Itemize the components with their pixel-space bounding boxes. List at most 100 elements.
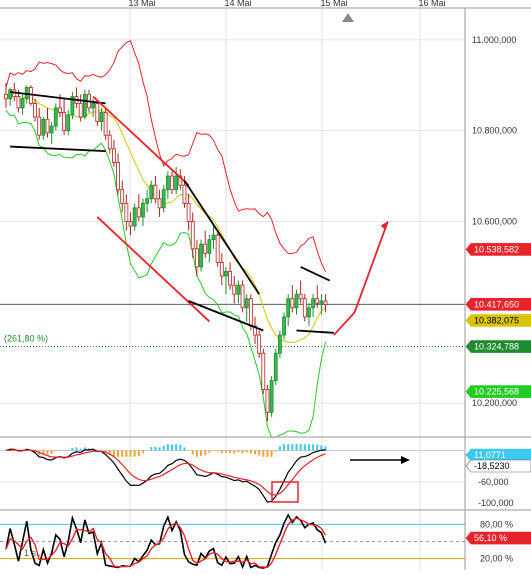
candle-body	[53, 107, 58, 127]
candle	[157, 189, 162, 217]
candle-body	[244, 298, 249, 309]
candle	[294, 289, 299, 315]
candle	[8, 87, 13, 106]
lower-band-line	[5, 109, 327, 438]
candle-body	[62, 112, 66, 132]
candle	[136, 194, 141, 222]
candle-body	[182, 184, 187, 204]
projection-arrow	[333, 221, 389, 336]
candle-body	[178, 175, 183, 186]
candle-body	[82, 93, 87, 118]
candle-body	[157, 198, 162, 209]
grid-layer	[0, 8, 465, 570]
price-tag-shape	[465, 243, 531, 256]
x-tick-label: 16 Mai	[418, 0, 445, 8]
y-tick-label: 10.800,000	[472, 126, 517, 136]
candle	[70, 92, 75, 120]
candle	[265, 385, 270, 422]
candle	[132, 203, 137, 231]
candle-body	[323, 300, 328, 306]
candle	[199, 239, 203, 272]
candle	[165, 171, 170, 199]
trendline	[296, 329, 334, 334]
candle-body	[153, 184, 158, 200]
price-tag-shape	[465, 340, 531, 353]
candle	[307, 303, 311, 326]
candle-body	[107, 134, 112, 150]
candle-body	[49, 125, 54, 134]
macd-highlight-box	[271, 481, 299, 503]
candle	[224, 266, 228, 295]
candle	[207, 235, 212, 263]
candle	[53, 103, 58, 131]
macd-y-tick: -60,000	[478, 477, 509, 487]
candle-body	[269, 380, 274, 413]
x-tick-label: 14 Mai	[224, 0, 251, 8]
price-tag-shape	[465, 314, 531, 327]
candle-body	[253, 325, 257, 336]
x-tick-label: 13 Mai	[128, 0, 155, 8]
price-tag-shape	[465, 298, 531, 311]
candle-body	[248, 298, 253, 327]
macd-panel: -60,000 -100,000	[0, 444, 514, 508]
candle-body	[37, 116, 42, 136]
stoch-d-line	[5, 517, 327, 569]
candle-body	[211, 234, 216, 241]
candle	[107, 130, 112, 154]
candle	[253, 316, 257, 345]
candle	[103, 107, 108, 140]
candle-body	[224, 271, 228, 277]
candle-body	[161, 189, 166, 209]
trendline	[92, 95, 190, 186]
candle-body	[236, 284, 241, 295]
stoch-y-tick: 20,00 %	[480, 554, 513, 564]
candle-layer	[4, 82, 328, 422]
stoch-tag: 56,10 %	[465, 531, 531, 545]
price-tag-shape	[465, 385, 531, 398]
candle	[190, 212, 195, 258]
y-tick-label: 11.000,000	[472, 35, 516, 45]
candle	[302, 294, 307, 322]
candle-body	[265, 389, 270, 413]
candle	[20, 94, 25, 115]
price-tag: 10.382,075	[465, 314, 531, 327]
candle-body	[203, 243, 208, 254]
price-tag-shape	[465, 448, 531, 462]
price-tag: 10.417,650	[465, 298, 531, 311]
candle	[244, 294, 249, 322]
candle	[74, 87, 79, 108]
price-tag: 10.538,582	[465, 243, 531, 256]
stoch-label: 1 s...	[24, 548, 44, 558]
macd-tag: 11,0771	[465, 448, 531, 462]
candle-body	[315, 298, 320, 304]
candle-body	[91, 102, 96, 109]
macd-arrow-head	[401, 456, 410, 464]
candle	[323, 294, 328, 313]
candle	[261, 348, 266, 395]
middle-band-line	[5, 93, 326, 343]
candle	[228, 262, 233, 290]
candle	[99, 107, 104, 131]
candle-body	[174, 175, 179, 191]
candle	[178, 169, 183, 190]
candle-body	[165, 175, 170, 191]
price-tag-shape	[465, 531, 531, 545]
candle	[4, 82, 8, 108]
fib-annotation: (261,80 %)	[4, 334, 48, 344]
candle	[45, 107, 50, 138]
candle-body	[282, 316, 286, 336]
stoch-y-tick: 80,00 %	[480, 519, 513, 529]
candle	[219, 253, 224, 286]
price-tag-label: 10.324,788	[474, 342, 519, 352]
candle	[232, 276, 237, 304]
candle-body	[95, 102, 100, 122]
candle-body	[257, 334, 262, 354]
candle	[141, 198, 145, 227]
candle-body	[319, 300, 324, 304]
candle	[128, 212, 133, 236]
upper-band-line	[5, 39, 327, 272]
candle	[33, 98, 37, 122]
candle-body	[116, 162, 120, 191]
